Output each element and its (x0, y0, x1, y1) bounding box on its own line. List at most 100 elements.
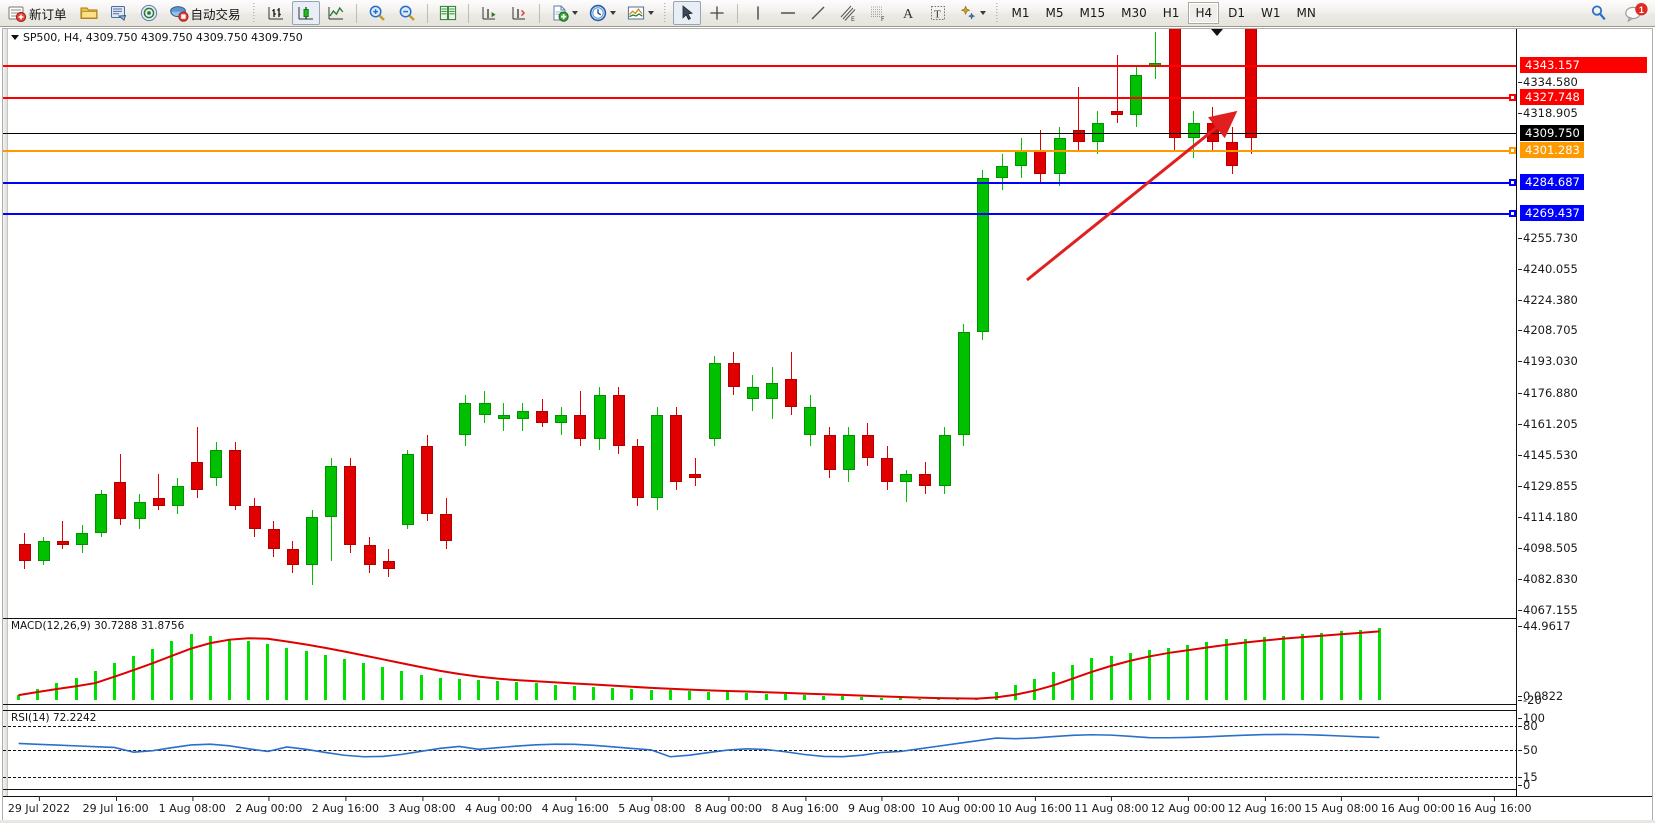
chevron-down-icon[interactable] (571, 11, 578, 15)
macd-histogram-bar (1013, 685, 1017, 700)
crosshair-button[interactable] (703, 1, 731, 25)
price-level-handle[interactable] (1509, 147, 1516, 154)
price-level-handle[interactable] (1509, 94, 1516, 101)
timeframe-d1[interactable]: D1 (1228, 6, 1245, 20)
timeframe-m1[interactable]: M1 (1011, 6, 1030, 20)
price-level-line-sell-limit-level[interactable] (3, 97, 1518, 99)
price-plot-area[interactable] (9, 29, 1518, 820)
tile-windows-button[interactable] (434, 1, 462, 25)
macd-histogram-bar (285, 647, 289, 700)
chevron-down-icon-2[interactable] (609, 11, 616, 15)
price-level-label-sell-limit-level[interactable]: 4327.748 (1520, 89, 1584, 105)
price-level-line-entry-level[interactable] (3, 150, 1518, 152)
price-level-label-stop-loss-lower[interactable]: 4269.437 (1520, 205, 1584, 221)
fibonacci-button[interactable]: F (864, 1, 892, 25)
period-button[interactable] (584, 1, 620, 25)
macd-histogram-bar (400, 671, 404, 700)
candlestick-chart-button[interactable] (291, 1, 320, 25)
candle (708, 29, 721, 629)
candle-wick (62, 521, 64, 550)
candle (1034, 29, 1047, 629)
price-level-line-stop-loss-upper[interactable] (3, 182, 1518, 184)
candle-body (766, 383, 779, 400)
candle-body (708, 363, 721, 439)
trendline-button[interactable] (804, 1, 832, 25)
equidistant-channel-button[interactable]: E (834, 1, 862, 25)
line-chart-button[interactable] (322, 1, 350, 25)
objects-button[interactable] (954, 1, 990, 25)
new-chart-button[interactable] (546, 1, 582, 25)
rsi-scale-tick: 100 (1518, 711, 1545, 725)
chevron-down-icon-4[interactable] (979, 11, 986, 15)
candle (631, 29, 644, 629)
line-chart-icon (326, 3, 346, 23)
chart-window[interactable]: SP500, H4, 4309.750 4309.750 4309.750 43… (2, 28, 1653, 821)
price-level-line-stop-loss-lower[interactable] (3, 213, 1518, 215)
timeframe-mn[interactable]: MN (1296, 6, 1316, 20)
new-order-button[interactable]: 新订单 (3, 1, 73, 25)
text-label-button[interactable]: T (924, 1, 952, 25)
candle-body (344, 466, 357, 546)
macd-histogram-bar (1090, 658, 1094, 700)
price-level-label-take-profit-upper[interactable]: 4343.157 (1520, 57, 1647, 73)
candle-body (421, 446, 434, 514)
horizontal-line-button[interactable] (774, 1, 802, 25)
time-tick: 8 Aug 16:00 (771, 796, 839, 815)
macd-histogram-bar (745, 692, 749, 700)
signals-button[interactable] (135, 1, 163, 25)
price-level-label-entry-level[interactable]: 4301.283 (1520, 142, 1584, 158)
candle-body (171, 485, 184, 506)
macd-histogram-bar (1282, 635, 1286, 700)
macd-histogram-bar (1167, 647, 1171, 700)
candle-body (37, 541, 50, 561)
collapse-triangle-icon[interactable] (11, 35, 19, 40)
timeframe-m15[interactable]: M15 (1079, 6, 1106, 20)
time-tick: 12 Aug 00:00 (1150, 796, 1226, 815)
price-level-line-current-price-level[interactable] (3, 133, 1518, 134)
auto-trading-button[interactable]: 自动交易 (165, 1, 247, 25)
chevron-down-icon-3[interactable] (647, 11, 654, 15)
time-tick: 16 Aug 16:00 (1457, 796, 1532, 815)
chart-shift-button[interactable] (505, 1, 533, 25)
timeframe-w1[interactable]: W1 (1261, 6, 1281, 20)
candle (248, 29, 261, 629)
text-label-icon: T (928, 3, 948, 23)
search-icon[interactable] (1589, 3, 1609, 23)
timeframe-m30[interactable]: M30 (1121, 6, 1147, 20)
chart-scrollbar[interactable] (3, 29, 8, 820)
vertical-line-button[interactable] (744, 1, 772, 25)
auto-scroll-button[interactable] (475, 1, 503, 25)
indicators-button[interactable] (622, 1, 658, 25)
candle-wick (1078, 87, 1080, 151)
time-scale[interactable]: 29 Jul 2022 29 Jul 16:00 1 Aug 08:00 2 Aug … (3, 796, 1652, 820)
macd-histogram-bar (1301, 634, 1305, 700)
rsi-scale-tick: 0 (1517, 778, 1531, 792)
candle (286, 29, 299, 629)
cursor-button[interactable] (672, 1, 701, 25)
text-button[interactable]: A (894, 1, 922, 25)
price-level-handle[interactable] (1509, 179, 1516, 186)
price-level-line-take-profit-upper[interactable] (3, 65, 1518, 67)
timeframe-h1[interactable]: H1 (1162, 6, 1180, 20)
zoom-in-button[interactable] (363, 1, 391, 25)
bar-chart-icon (266, 3, 286, 23)
notification-balloon-icon[interactable]: 1 (1623, 2, 1649, 24)
folder-button[interactable] (75, 1, 103, 25)
candle-wick (1116, 55, 1118, 123)
macd-histogram-bar (419, 674, 423, 700)
candle-body (976, 177, 989, 332)
tile-windows-icon (438, 3, 458, 23)
timeframe-m5[interactable]: M5 (1045, 6, 1064, 20)
price-level-handle[interactable] (1509, 210, 1516, 217)
price-scale[interactable]: 4334.580 4318.905 4255.730 4240.055 4224.380… (1516, 29, 1652, 820)
price-level-label-stop-loss-upper[interactable]: 4284.687 (1520, 174, 1584, 190)
candle (1053, 29, 1066, 629)
candle-body (191, 462, 204, 490)
price-tick: 4114.180 (1518, 510, 1578, 525)
price-level-label-current-price-level[interactable]: 4309.750 (1520, 125, 1584, 141)
toolbar-divider (355, 3, 357, 23)
zoom-out-button[interactable] (393, 1, 421, 25)
terminal-button[interactable] (105, 1, 133, 25)
bar-chart-button[interactable] (262, 1, 290, 25)
timeframe-h4[interactable]: H4 (1188, 2, 1220, 24)
